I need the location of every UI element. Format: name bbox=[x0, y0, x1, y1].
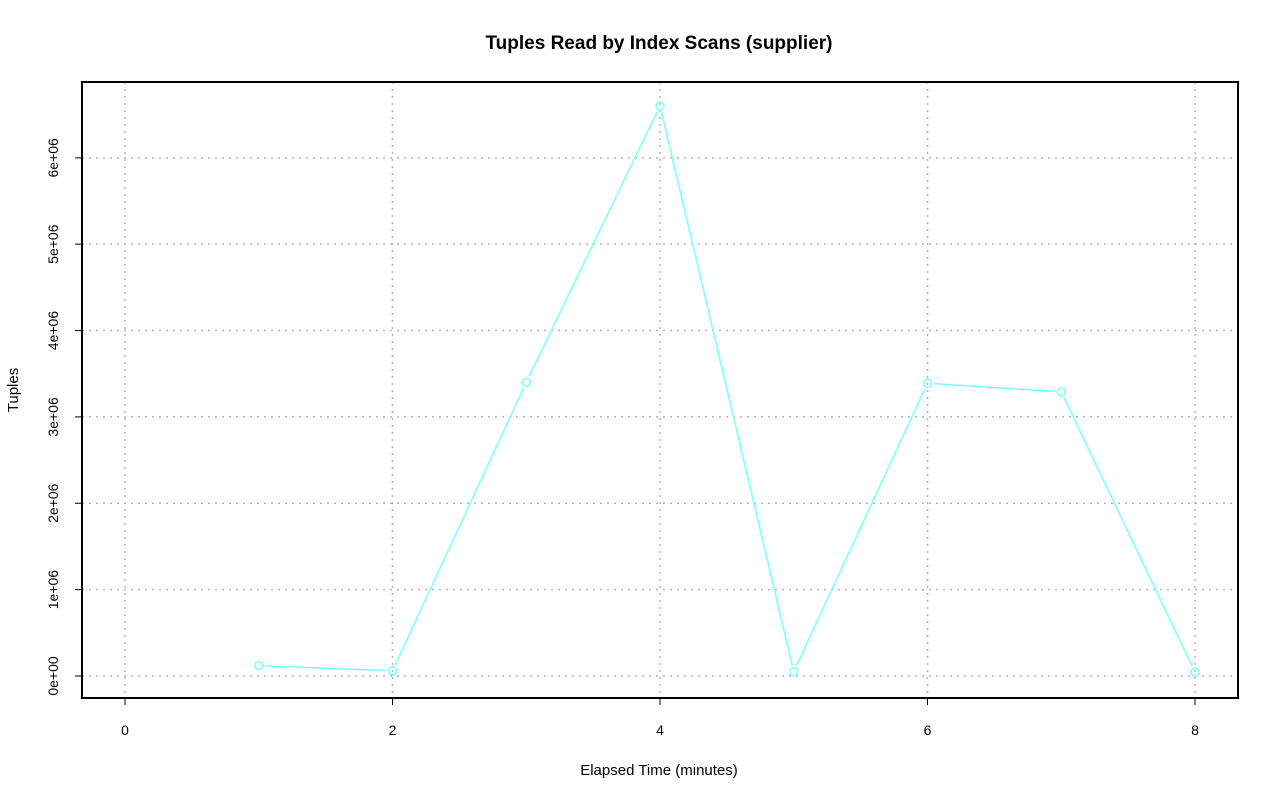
data-point bbox=[1190, 667, 1200, 677]
data-point bbox=[922, 378, 933, 389]
y-tick-label: 2e+06 bbox=[45, 483, 61, 523]
x-tick-label: 0 bbox=[121, 722, 129, 738]
y-tick-label: 5e+06 bbox=[45, 224, 61, 264]
series-line-segment bbox=[660, 112, 794, 666]
series-line-segment bbox=[528, 111, 658, 377]
data-point bbox=[788, 666, 799, 677]
y-tick-label: 4e+06 bbox=[45, 311, 61, 351]
y-tick-label: 0e+00 bbox=[45, 656, 61, 696]
data-point bbox=[387, 666, 398, 676]
series-line-segment bbox=[795, 388, 926, 667]
y-tick-label: 1e+06 bbox=[45, 570, 61, 610]
data-point bbox=[253, 660, 264, 671]
x-axis-label: Elapsed Time (minutes) bbox=[580, 762, 738, 779]
series-line-segment bbox=[394, 387, 525, 666]
grid-layer bbox=[82, 82, 1238, 698]
series-line-segment bbox=[265, 665, 387, 672]
x-tick-label: 4 bbox=[656, 722, 664, 738]
x-tick-label: 8 bbox=[1191, 722, 1199, 738]
series-layer bbox=[253, 101, 1200, 677]
y-tick-label: 3e+06 bbox=[45, 397, 61, 437]
x-axis: 0 2 4 6 8 bbox=[121, 698, 1199, 738]
series-line-segment bbox=[933, 382, 1055, 393]
x-tick-label: 6 bbox=[924, 722, 932, 738]
y-axis-label: Tuples bbox=[5, 368, 22, 412]
data-point bbox=[1056, 387, 1067, 397]
y-tick-label: 6e+06 bbox=[45, 138, 61, 178]
series-line-segment bbox=[1063, 397, 1193, 667]
data-point bbox=[655, 101, 665, 111]
chart-title: Tuples Read by Index Scans (supplier) bbox=[485, 33, 832, 54]
data-point bbox=[521, 377, 532, 388]
y-axis: 0e+00 1e+06 2e+06 3e+06 4e+06 5e+06 6e+06 bbox=[45, 138, 82, 696]
x-tick-label: 2 bbox=[389, 722, 397, 738]
